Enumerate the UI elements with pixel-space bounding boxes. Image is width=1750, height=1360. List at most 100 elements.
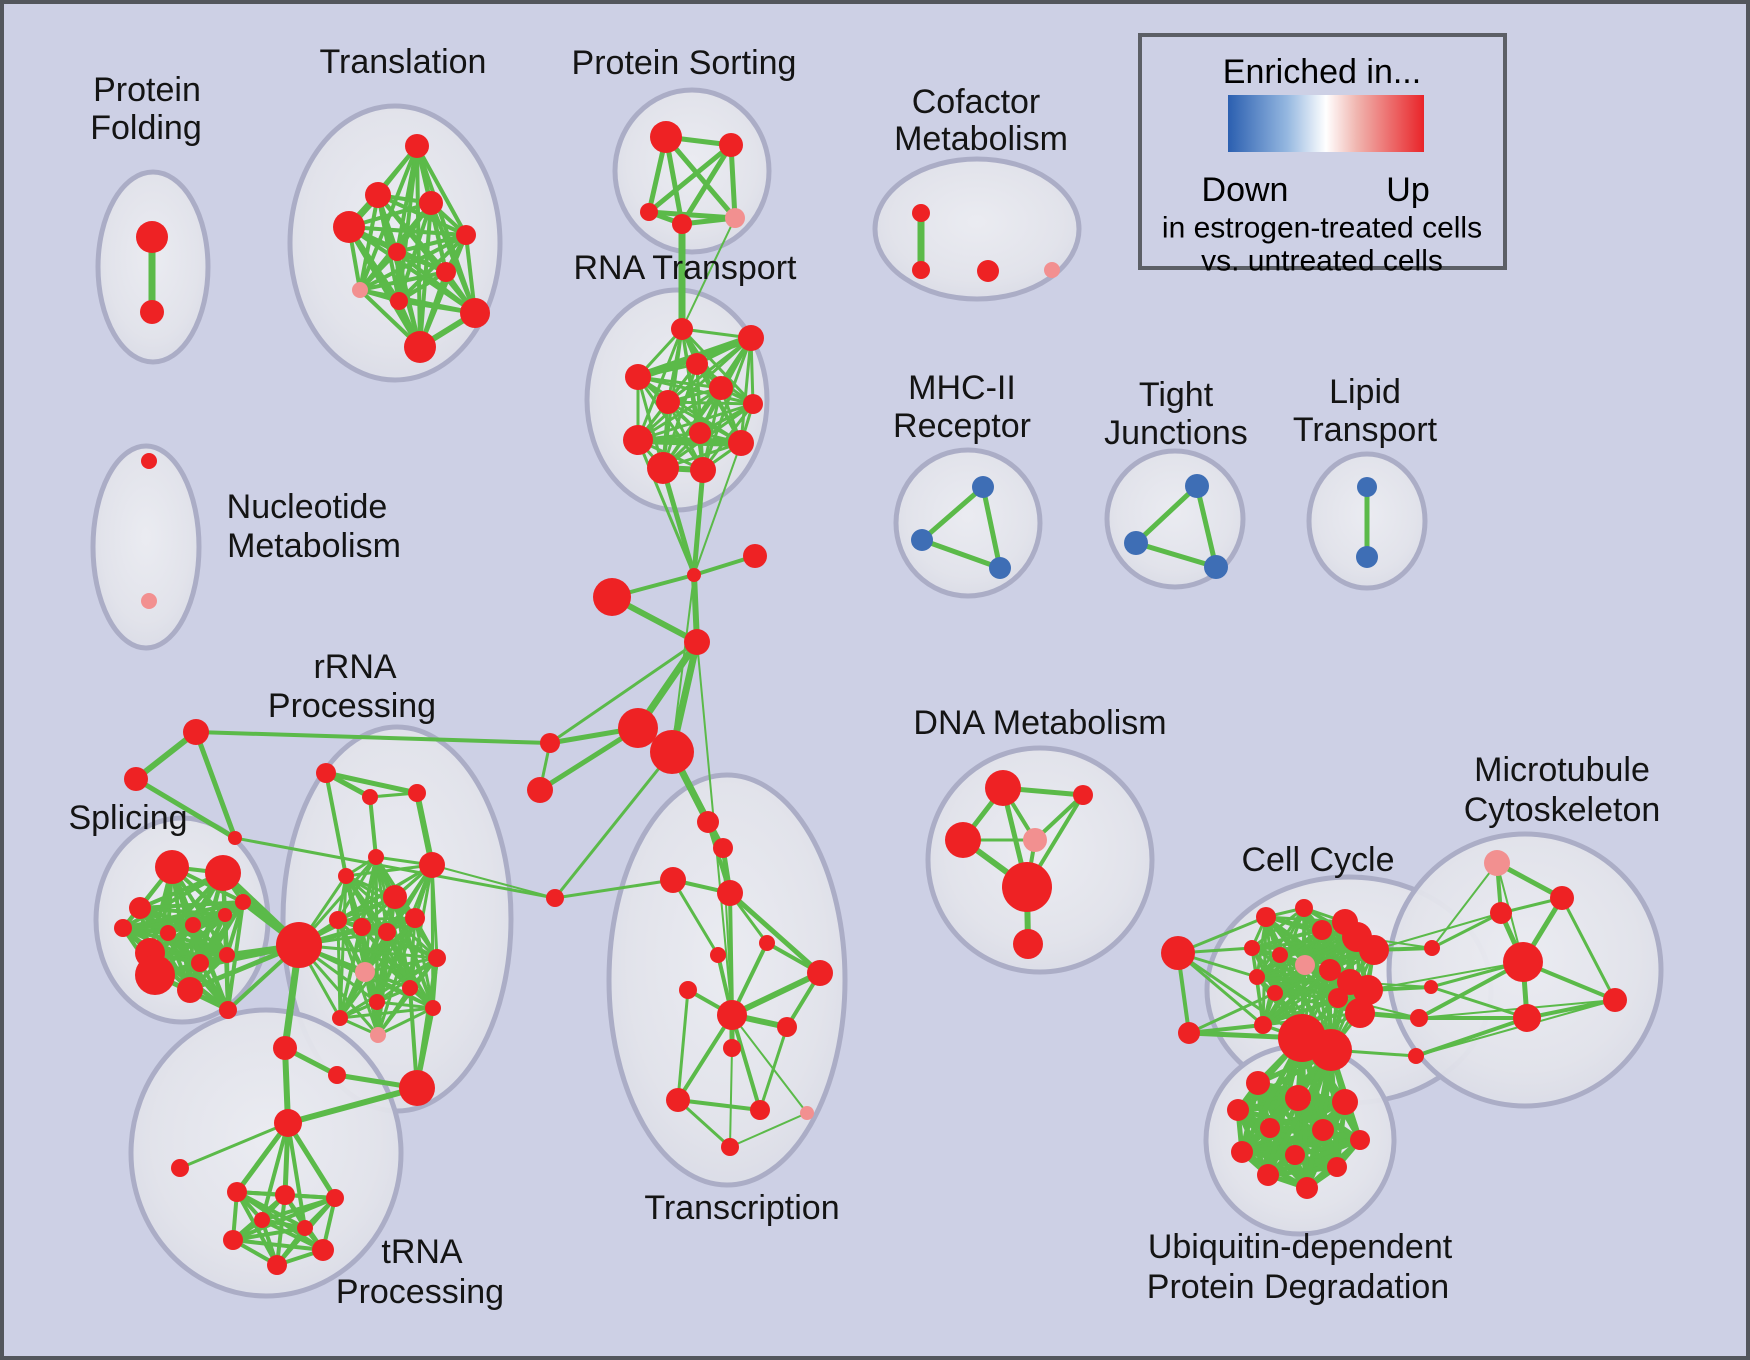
edge-dense-6	[1250, 906, 1306, 950]
edge-tx4-tx8	[727, 890, 823, 976]
node-ub12	[1296, 1177, 1318, 1199]
node-ps5	[725, 208, 745, 228]
node-pairA	[618, 708, 658, 748]
edge-rt11-j1	[660, 465, 697, 578]
edge-dense-7	[1265, 1164, 1340, 1178]
node-cc7	[1312, 920, 1332, 940]
node-rr1	[316, 763, 336, 783]
edge-br2-mt5	[1429, 985, 1529, 1020]
node-tn6	[267, 1255, 287, 1275]
node-bn1	[399, 1070, 435, 1106]
cluster-label-mh-line1: MHC-II	[908, 369, 1016, 407]
edge-dense-0	[395, 250, 477, 315]
node-tr7	[436, 262, 456, 282]
node-sp5	[160, 925, 176, 941]
cluster-ellipse-cf	[872, 156, 1082, 302]
edge-tx9-tx14	[731, 1014, 808, 1114]
node-sp12	[135, 955, 175, 995]
edge-mh1-mh2	[919, 484, 986, 543]
node-cc19	[1254, 1016, 1272, 1034]
edge-th1-bn1	[285, 1085, 420, 1126]
edge-tx9-tx12	[676, 1013, 734, 1102]
node-tn1	[227, 1182, 247, 1202]
cluster-label-ps-line1: Protein Sorting	[572, 44, 797, 82]
node-rt8	[689, 422, 711, 444]
edge-dense-7	[1299, 1035, 1310, 1191]
cluster-label-lt-line1: Lipid	[1329, 373, 1401, 411]
cluster-label-lt-line2: Transport	[1293, 411, 1438, 449]
cluster-label-rt-line1: RNA Transport	[574, 249, 798, 287]
node-rt7	[656, 390, 680, 414]
node-cs3	[546, 889, 564, 907]
edge-dense-5	[231, 1238, 325, 1252]
edge-dense-3	[225, 953, 230, 1012]
cluster-label-dm-line1: DNA Metabolism	[913, 704, 1166, 742]
node-cf2	[912, 261, 930, 279]
node-cc12	[1249, 969, 1265, 985]
edge-dense-4	[297, 943, 439, 960]
cluster-label-tx-line1: Transcription	[644, 1189, 839, 1227]
node-tx12	[666, 1088, 690, 1112]
node-cc11	[1295, 955, 1315, 975]
edge-ps5-rt1	[681, 217, 736, 330]
node-ch2	[328, 1066, 346, 1084]
edge-dense-2	[636, 327, 684, 442]
node-rr9	[353, 918, 371, 936]
cluster-ellipse-dm	[925, 745, 1155, 975]
edge-tx8-tx9	[729, 970, 823, 1018]
node-tg3	[228, 831, 242, 845]
node-rt1	[671, 318, 693, 340]
edge-rr6-cs3	[431, 864, 556, 899]
node-tx6	[710, 947, 726, 963]
node-cc14	[1319, 959, 1341, 981]
edge-dense-4	[360, 925, 435, 1010]
node-ub8	[1231, 1141, 1253, 1163]
node-jm	[684, 629, 710, 655]
node-rr4	[368, 849, 384, 865]
edge-dense-7	[1265, 1047, 1334, 1178]
node-sp13	[177, 977, 203, 1003]
edge-br1-mt3	[1430, 911, 1503, 950]
node-mh1	[972, 476, 994, 498]
edge-rr1-rr5	[324, 771, 348, 878]
node-ub1	[1246, 1071, 1270, 1095]
node-tr6	[388, 243, 406, 261]
edge-cc16-mt4	[1367, 961, 1524, 991]
cluster-label-cf-line2: Metabolism	[894, 120, 1068, 158]
edge-mt5-mt6	[1525, 998, 1617, 1020]
node-ps1	[650, 121, 682, 153]
node-bigL	[593, 578, 631, 616]
node-tr8	[352, 282, 368, 298]
node-ub7	[1350, 1130, 1370, 1150]
node-tr3	[419, 191, 443, 215]
node-rr2	[362, 789, 378, 805]
node-cs1	[540, 733, 560, 753]
node-cc17	[1328, 988, 1348, 1008]
cluster-label-tn-line1: tRNA	[381, 1233, 463, 1271]
node-nm1	[141, 453, 157, 469]
node-cc16	[1353, 975, 1383, 1005]
edge-tg2-tg3	[133, 776, 238, 841]
node-rt9	[623, 425, 653, 455]
node-sp3	[129, 897, 151, 919]
edge-dense-4	[338, 916, 417, 1020]
node-tn8	[297, 1220, 313, 1236]
legend: Enriched in... Down Up in estrogen-treat…	[1138, 33, 1507, 278]
edge-rt9-j1	[636, 438, 696, 577]
edge-cs3-tx3	[553, 878, 675, 900]
node-dm4	[1023, 828, 1047, 852]
cluster-label-ub-line1: Ubiquitin-dependent	[1148, 1228, 1453, 1266]
edge-dense-5	[231, 1226, 307, 1242]
edge-dense-4	[338, 925, 364, 1020]
node-ps2	[719, 133, 743, 157]
edge-dense-4	[344, 863, 434, 878]
node-ccp2	[1310, 1029, 1352, 1071]
node-sp10	[191, 954, 209, 972]
node-rt2	[738, 325, 764, 351]
cluster-label-rr-line1: rRNA	[313, 648, 396, 686]
node-ub10	[1327, 1157, 1347, 1177]
edge-tg1-cs1	[194, 730, 552, 745]
node-rr17	[425, 1000, 441, 1016]
